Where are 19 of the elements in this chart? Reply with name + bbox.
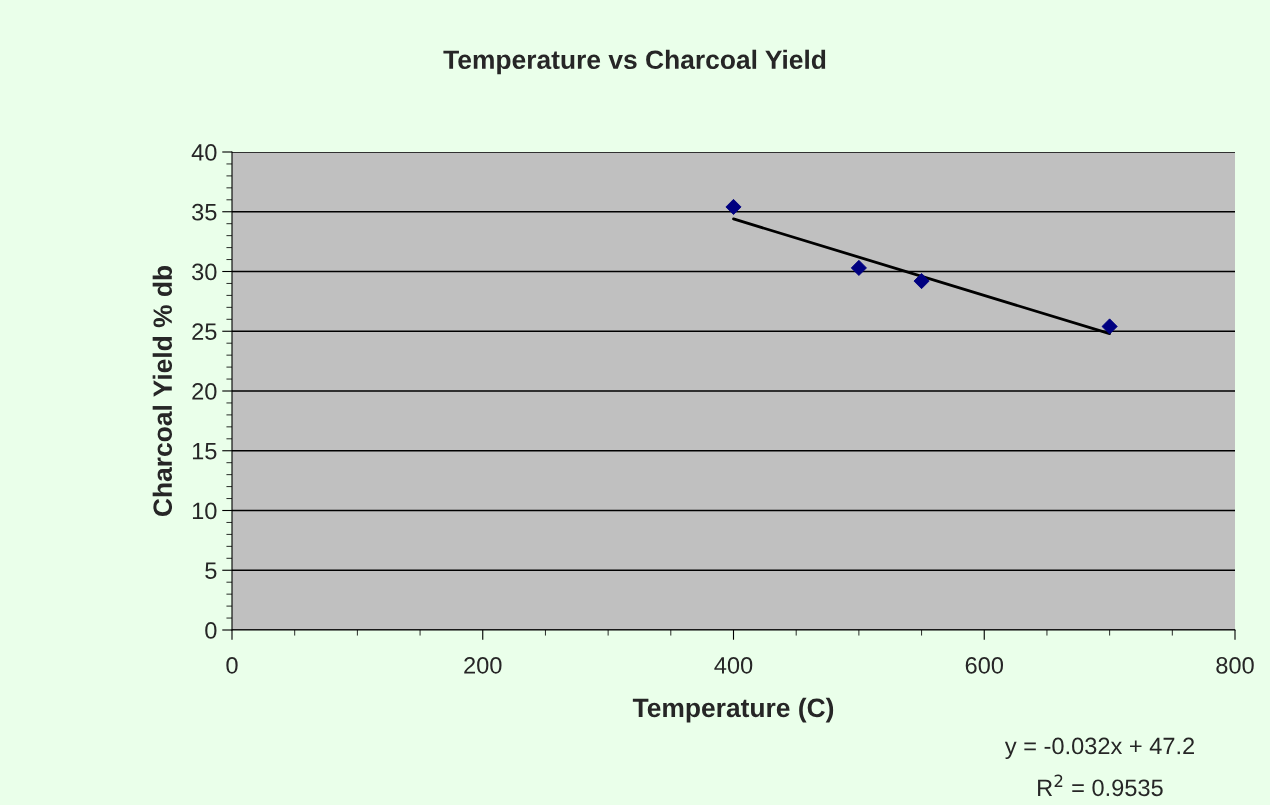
x-axis-title: Temperature (C) bbox=[632, 697, 834, 723]
y-tick-label: 35 bbox=[192, 203, 217, 221]
x-tick-label: 800 bbox=[1216, 657, 1254, 674]
y-tick-label: 10 bbox=[192, 502, 217, 520]
x-tick-label: 600 bbox=[965, 657, 1004, 674]
y-tick-label: 40 bbox=[191, 144, 217, 161]
x-tick-label: 0 bbox=[226, 657, 238, 674]
y-tick-label: 20 bbox=[192, 383, 217, 400]
chart-title: Temperature vs Charcoal Yield bbox=[443, 49, 826, 75]
y-tick-label: 15 bbox=[192, 443, 217, 460]
y-tick-label: 30 bbox=[192, 263, 217, 281]
text: R$^{2}$ = 0.9535 bbox=[1038, 774, 1163, 797]
y-tick-label: 0 bbox=[205, 622, 217, 639]
y-axis-title: Charcoal Yield % db bbox=[152, 265, 173, 517]
x-tick-label: 400 bbox=[714, 657, 753, 674]
y-tick-label: 5 bbox=[205, 562, 217, 580]
text: y = -0.032x + 47.2 bbox=[1004, 737, 1194, 760]
y-tick-label: 25 bbox=[192, 323, 217, 341]
x-tick-label: 200 bbox=[464, 657, 502, 674]
